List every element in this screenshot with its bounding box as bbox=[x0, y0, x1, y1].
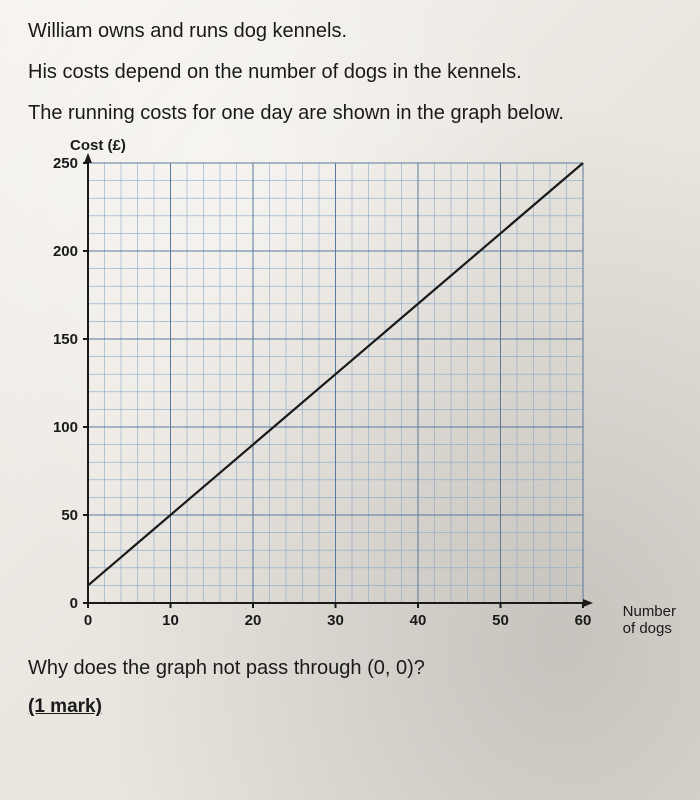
y-tick-label: 200 bbox=[53, 243, 78, 260]
x-tick-label: 60 bbox=[575, 612, 592, 629]
y-tick-label: 150 bbox=[53, 331, 78, 348]
x-tick-label: 20 bbox=[245, 612, 262, 629]
y-axis-arrow bbox=[84, 153, 92, 163]
y-tick-label: 100 bbox=[53, 419, 78, 436]
x-axis-title-l2: of dogs bbox=[623, 620, 672, 637]
x-tick-label: 40 bbox=[410, 612, 427, 629]
y-axis-title: Cost (£) bbox=[70, 137, 126, 154]
question-point: (0, 0) bbox=[367, 657, 414, 679]
chart-container: Cost (£) 0501001502002500102030405060 Nu… bbox=[28, 143, 672, 643]
worksheet-page: William owns and runs dog kennels. His c… bbox=[0, 0, 700, 800]
x-tick-label: 10 bbox=[162, 612, 179, 629]
x-axis-arrow bbox=[583, 599, 593, 607]
x-axis-title: Number of dogs bbox=[623, 603, 676, 638]
x-axis-title-l1: Number bbox=[623, 603, 676, 620]
problem-line-1: William owns and runs dog kennels. bbox=[28, 20, 672, 43]
marks-label: (1 mark) bbox=[28, 696, 672, 718]
problem-line-2: His costs depend on the number of dogs i… bbox=[28, 61, 672, 84]
x-tick-label: 0 bbox=[84, 612, 92, 629]
y-tick-label: 50 bbox=[61, 507, 78, 524]
major-grid bbox=[88, 163, 583, 603]
question-prefix: Why does the graph not pass through bbox=[28, 657, 367, 679]
x-tick-label: 30 bbox=[327, 612, 344, 629]
question-suffix: ? bbox=[414, 657, 425, 679]
y-tick-label: 0 bbox=[70, 595, 78, 612]
y-tick-label: 250 bbox=[53, 155, 78, 172]
x-tick-label: 50 bbox=[492, 612, 509, 629]
question-text: Why does the graph not pass through (0, … bbox=[28, 657, 672, 680]
line-chart: 0 50 100 150 200 250 0 10 20 30 40 50 60 bbox=[28, 143, 668, 643]
problem-line-3: The running costs for one day are shown … bbox=[28, 102, 672, 125]
